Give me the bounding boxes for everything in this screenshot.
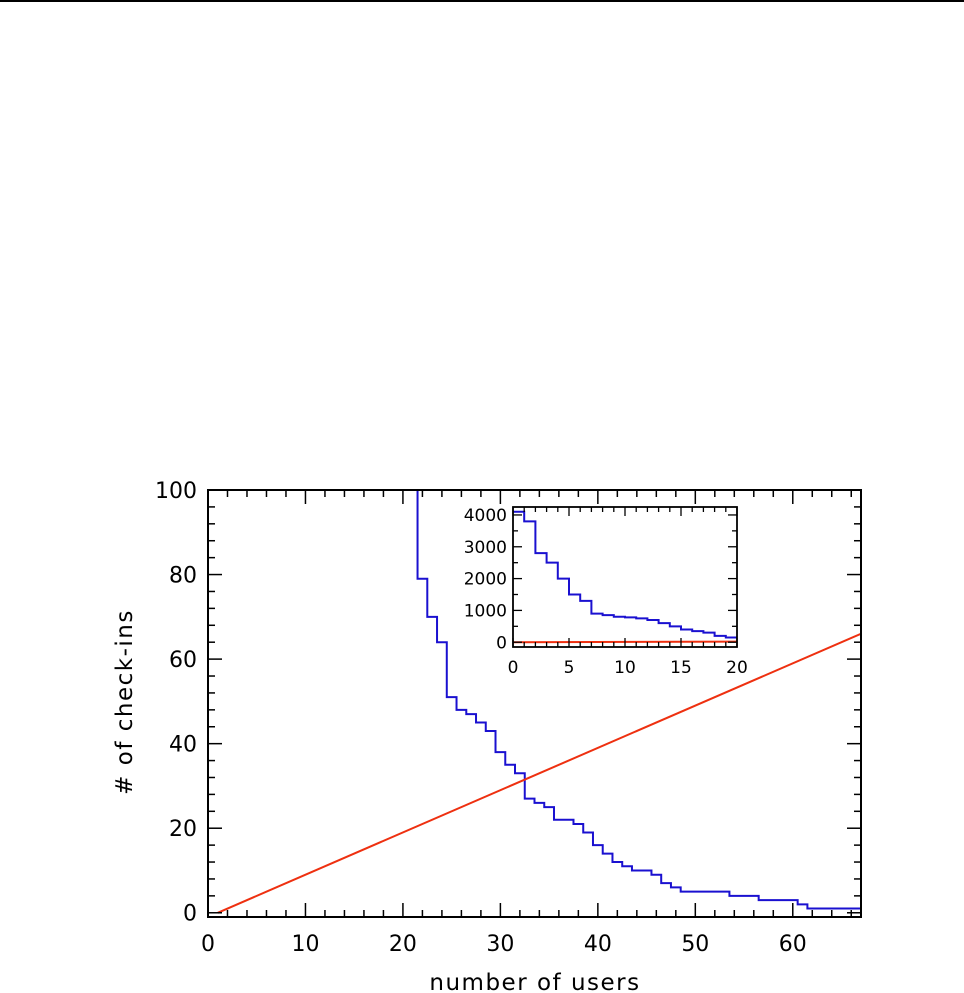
main-x-tick-label: 10 (291, 932, 319, 957)
main-series-histogram (407, 490, 861, 910)
inset-plot: 0 5 10 15 20 0 1000 2000 3000 4000 (464, 506, 748, 678)
inset-x-tick-label: 15 (670, 658, 692, 678)
inset-y-tick-label: 3000 (464, 538, 507, 558)
main-x-tick-label: 50 (681, 932, 709, 957)
main-y-tick-label: 20 (169, 817, 197, 842)
inset-x-tick-label: 0 (508, 658, 519, 678)
main-x-tick-label: 40 (584, 932, 612, 957)
main-x-tick-label: 30 (486, 932, 514, 957)
main-plot-frame (207, 489, 862, 918)
y-axis-label: # of check-ins (112, 609, 138, 795)
inset-x-tick-label: 5 (564, 658, 575, 678)
main-y-tick-label: 80 (169, 563, 197, 588)
inset-series-histogram (513, 510, 737, 639)
inset-x-tick-label: 20 (726, 658, 748, 678)
inset-y-tick-label: 0 (496, 633, 507, 653)
main-x-tick-label: 20 (389, 932, 417, 957)
inset-plot-frame (512, 506, 738, 648)
page-top-rule (0, 0, 964, 2)
inset-x-tick-label: 10 (614, 658, 636, 678)
main-y-tick-label: 40 (169, 733, 197, 758)
inset-y-tick-label: 2000 (464, 570, 507, 590)
main-y-tick-label: 100 (155, 479, 197, 504)
main-series-line (217, 632, 861, 914)
main-x-tick-label: 0 (201, 932, 215, 957)
main-x-tick-label: 60 (779, 932, 807, 957)
x-axis-label: number of users (429, 970, 640, 993)
main-y-tick-label: 60 (169, 648, 197, 673)
main-y-tick-label: 0 (183, 902, 197, 927)
inset-y-tick-label: 4000 (464, 506, 507, 526)
inset-y-tick-label: 1000 (464, 602, 507, 622)
